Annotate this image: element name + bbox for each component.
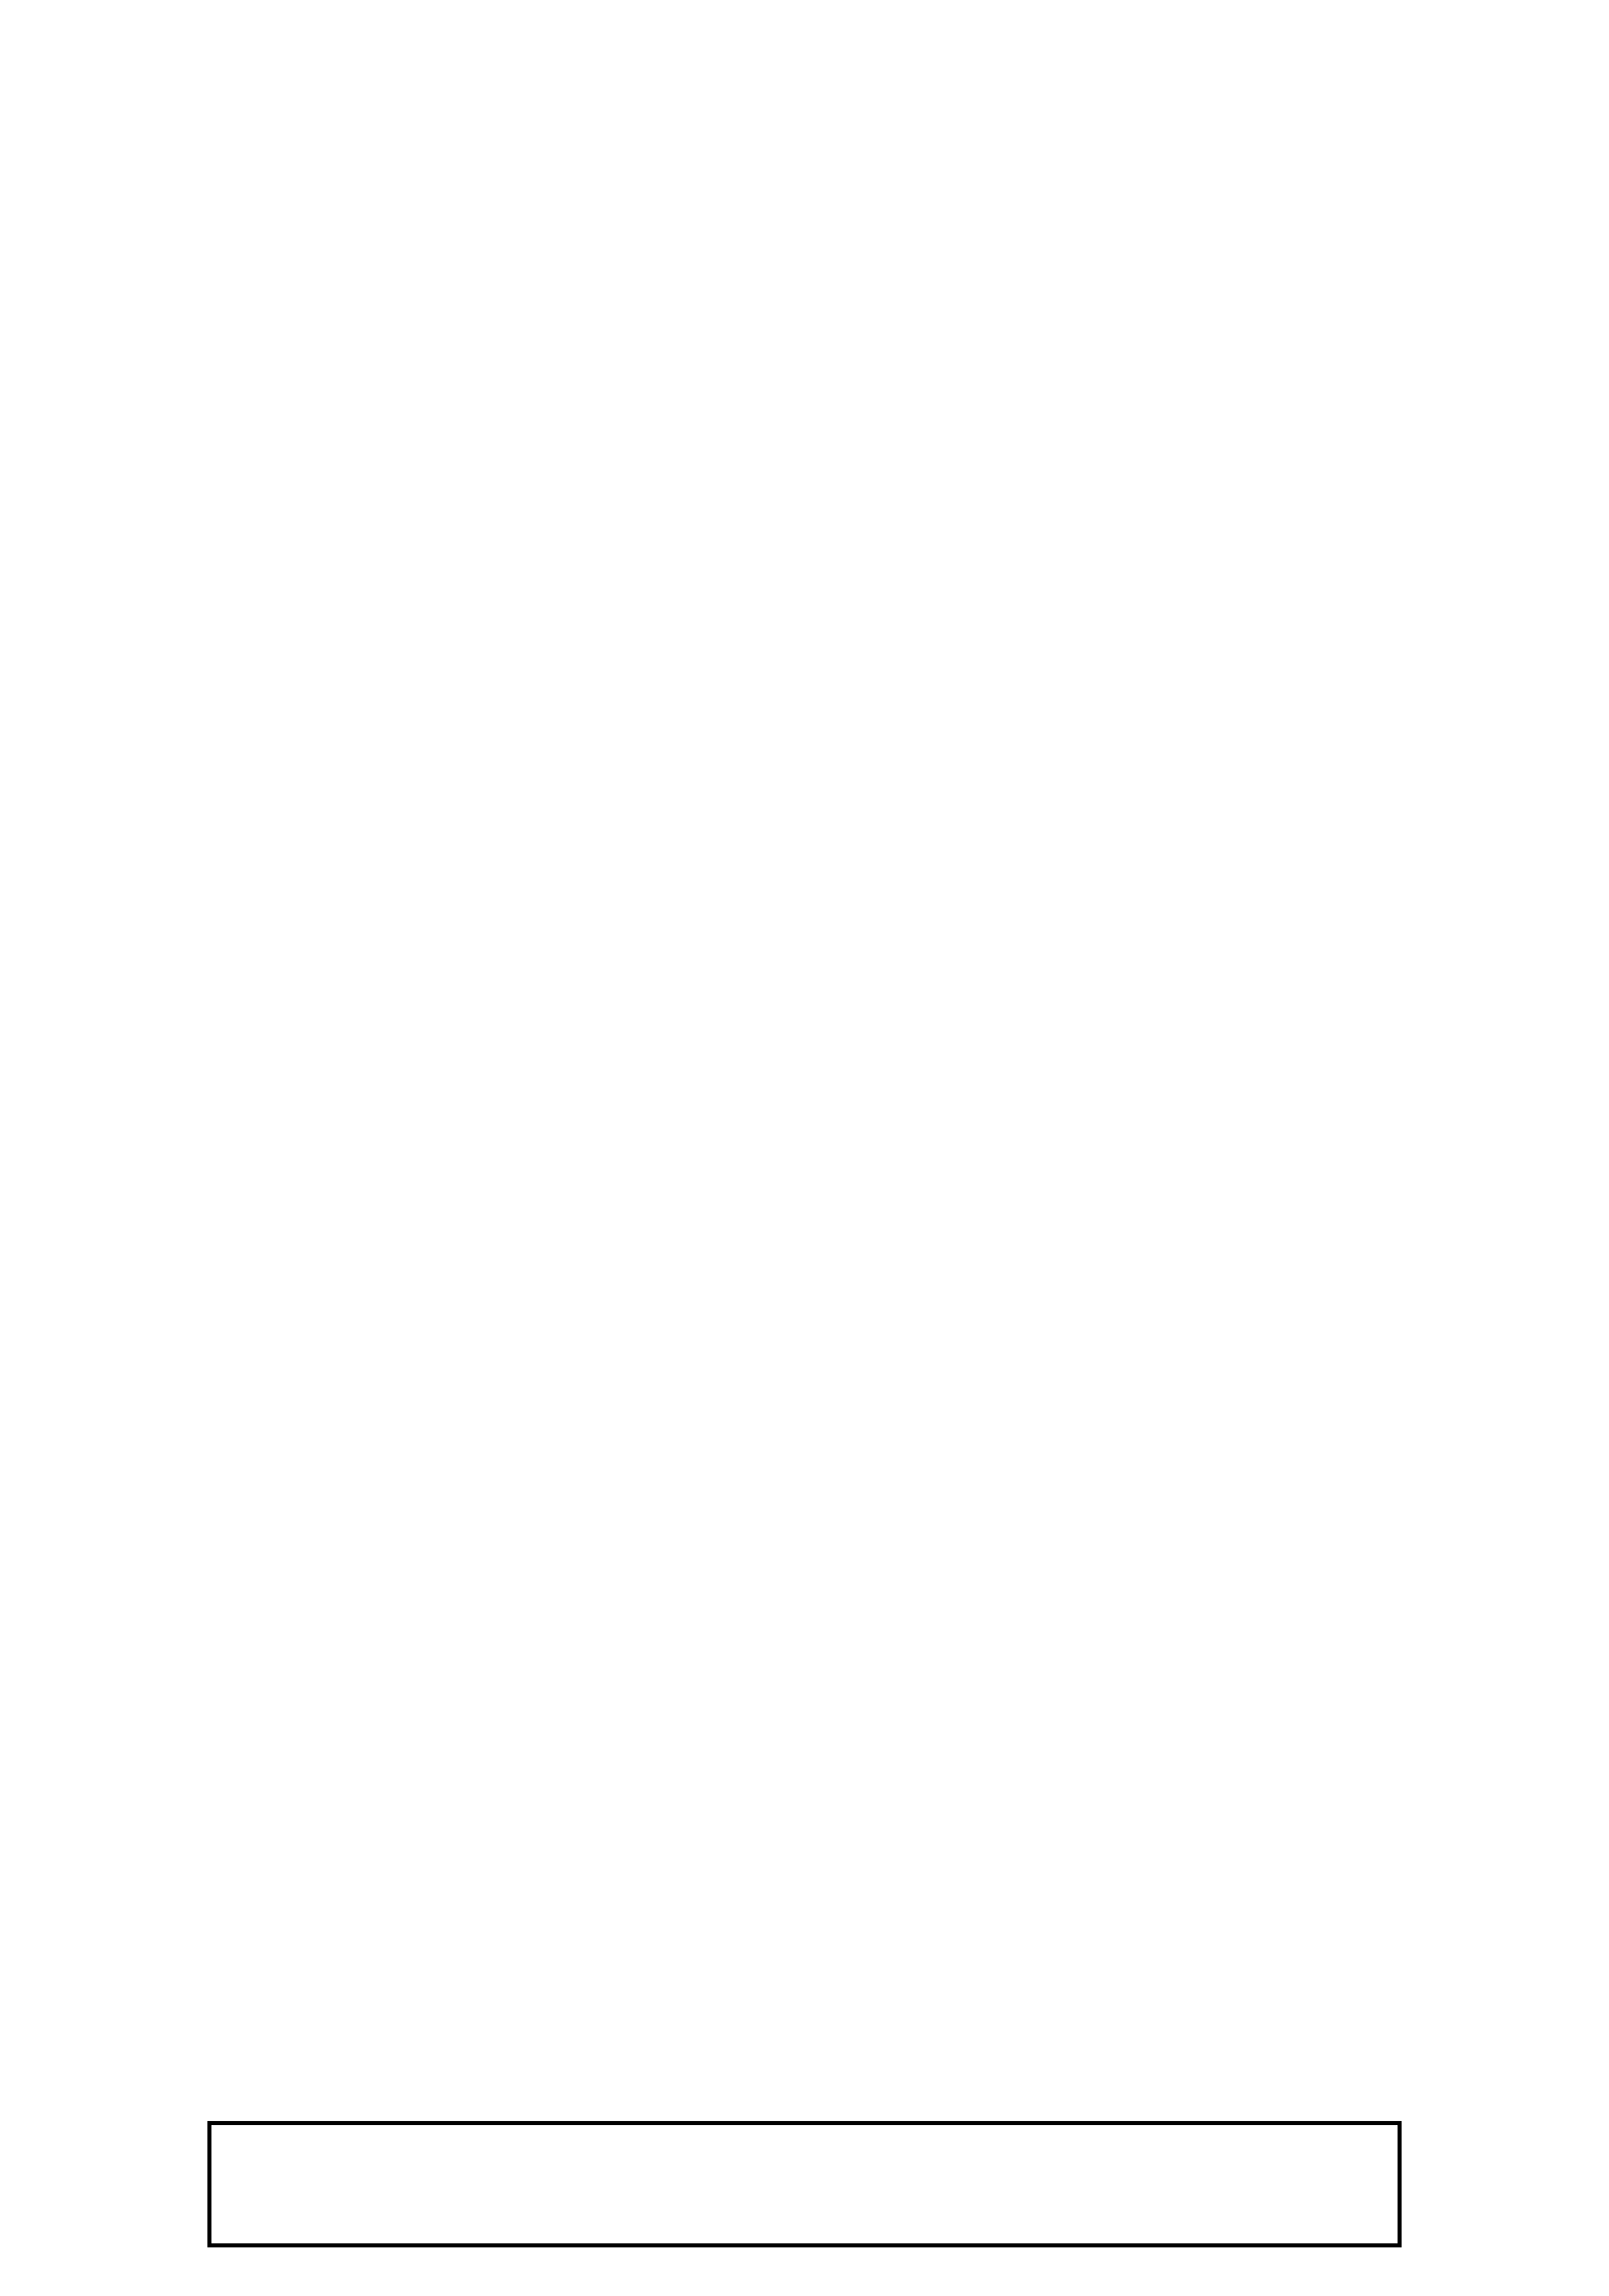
caption-box: [207, 2121, 1402, 2247]
